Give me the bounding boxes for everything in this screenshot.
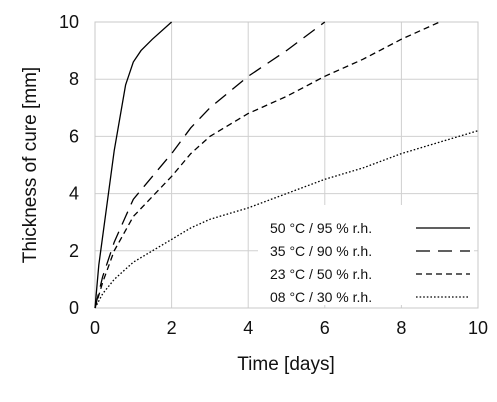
x-axis-label: Time [days]	[237, 354, 335, 375]
legend-background	[258, 205, 474, 305]
series-line	[94, 21, 173, 309]
y-tick-label: 8	[69, 69, 79, 89]
x-tick-label: 2	[167, 318, 177, 338]
y-axis-label: Thickness of cure [mm]	[20, 67, 41, 263]
y-tick-label: 4	[69, 184, 79, 204]
series-line	[94, 130, 479, 309]
legend: 50 °C / 95 % r.h. 35 °C / 90 % r.h. 23 °C …	[270, 220, 470, 305]
y-tick-label: 10	[59, 12, 79, 32]
series-line	[94, 21, 326, 309]
y-tick-label: 2	[69, 241, 79, 261]
series-line	[94, 21, 440, 309]
legend-label: 23 °C / 50 % r.h.	[270, 266, 372, 282]
x-tick-label: 4	[243, 318, 253, 338]
legend-label: 35 °C / 90 % r.h.	[270, 243, 372, 259]
legend-label: 08 °C / 30 % r.h.	[270, 289, 372, 305]
x-tick-label: 8	[396, 318, 406, 338]
x-tick-label: 6	[320, 318, 330, 338]
x-tick-label: 10	[468, 318, 488, 338]
y-tick-label: 0	[69, 298, 79, 318]
tick-labels: 0 2 4 6 8 10 0 2 4 6 8 10	[59, 12, 488, 338]
legend-label: 50 °C / 95 % r.h.	[270, 220, 372, 236]
series-lines	[94, 21, 479, 309]
plot-frame	[94, 21, 479, 309]
x-tick-label: 0	[90, 318, 100, 338]
y-tick-label: 6	[69, 126, 79, 146]
